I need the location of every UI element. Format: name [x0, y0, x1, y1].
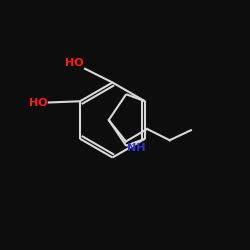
Text: NH: NH	[127, 143, 146, 153]
Text: HO: HO	[29, 98, 48, 108]
Text: HO: HO	[65, 58, 84, 68]
